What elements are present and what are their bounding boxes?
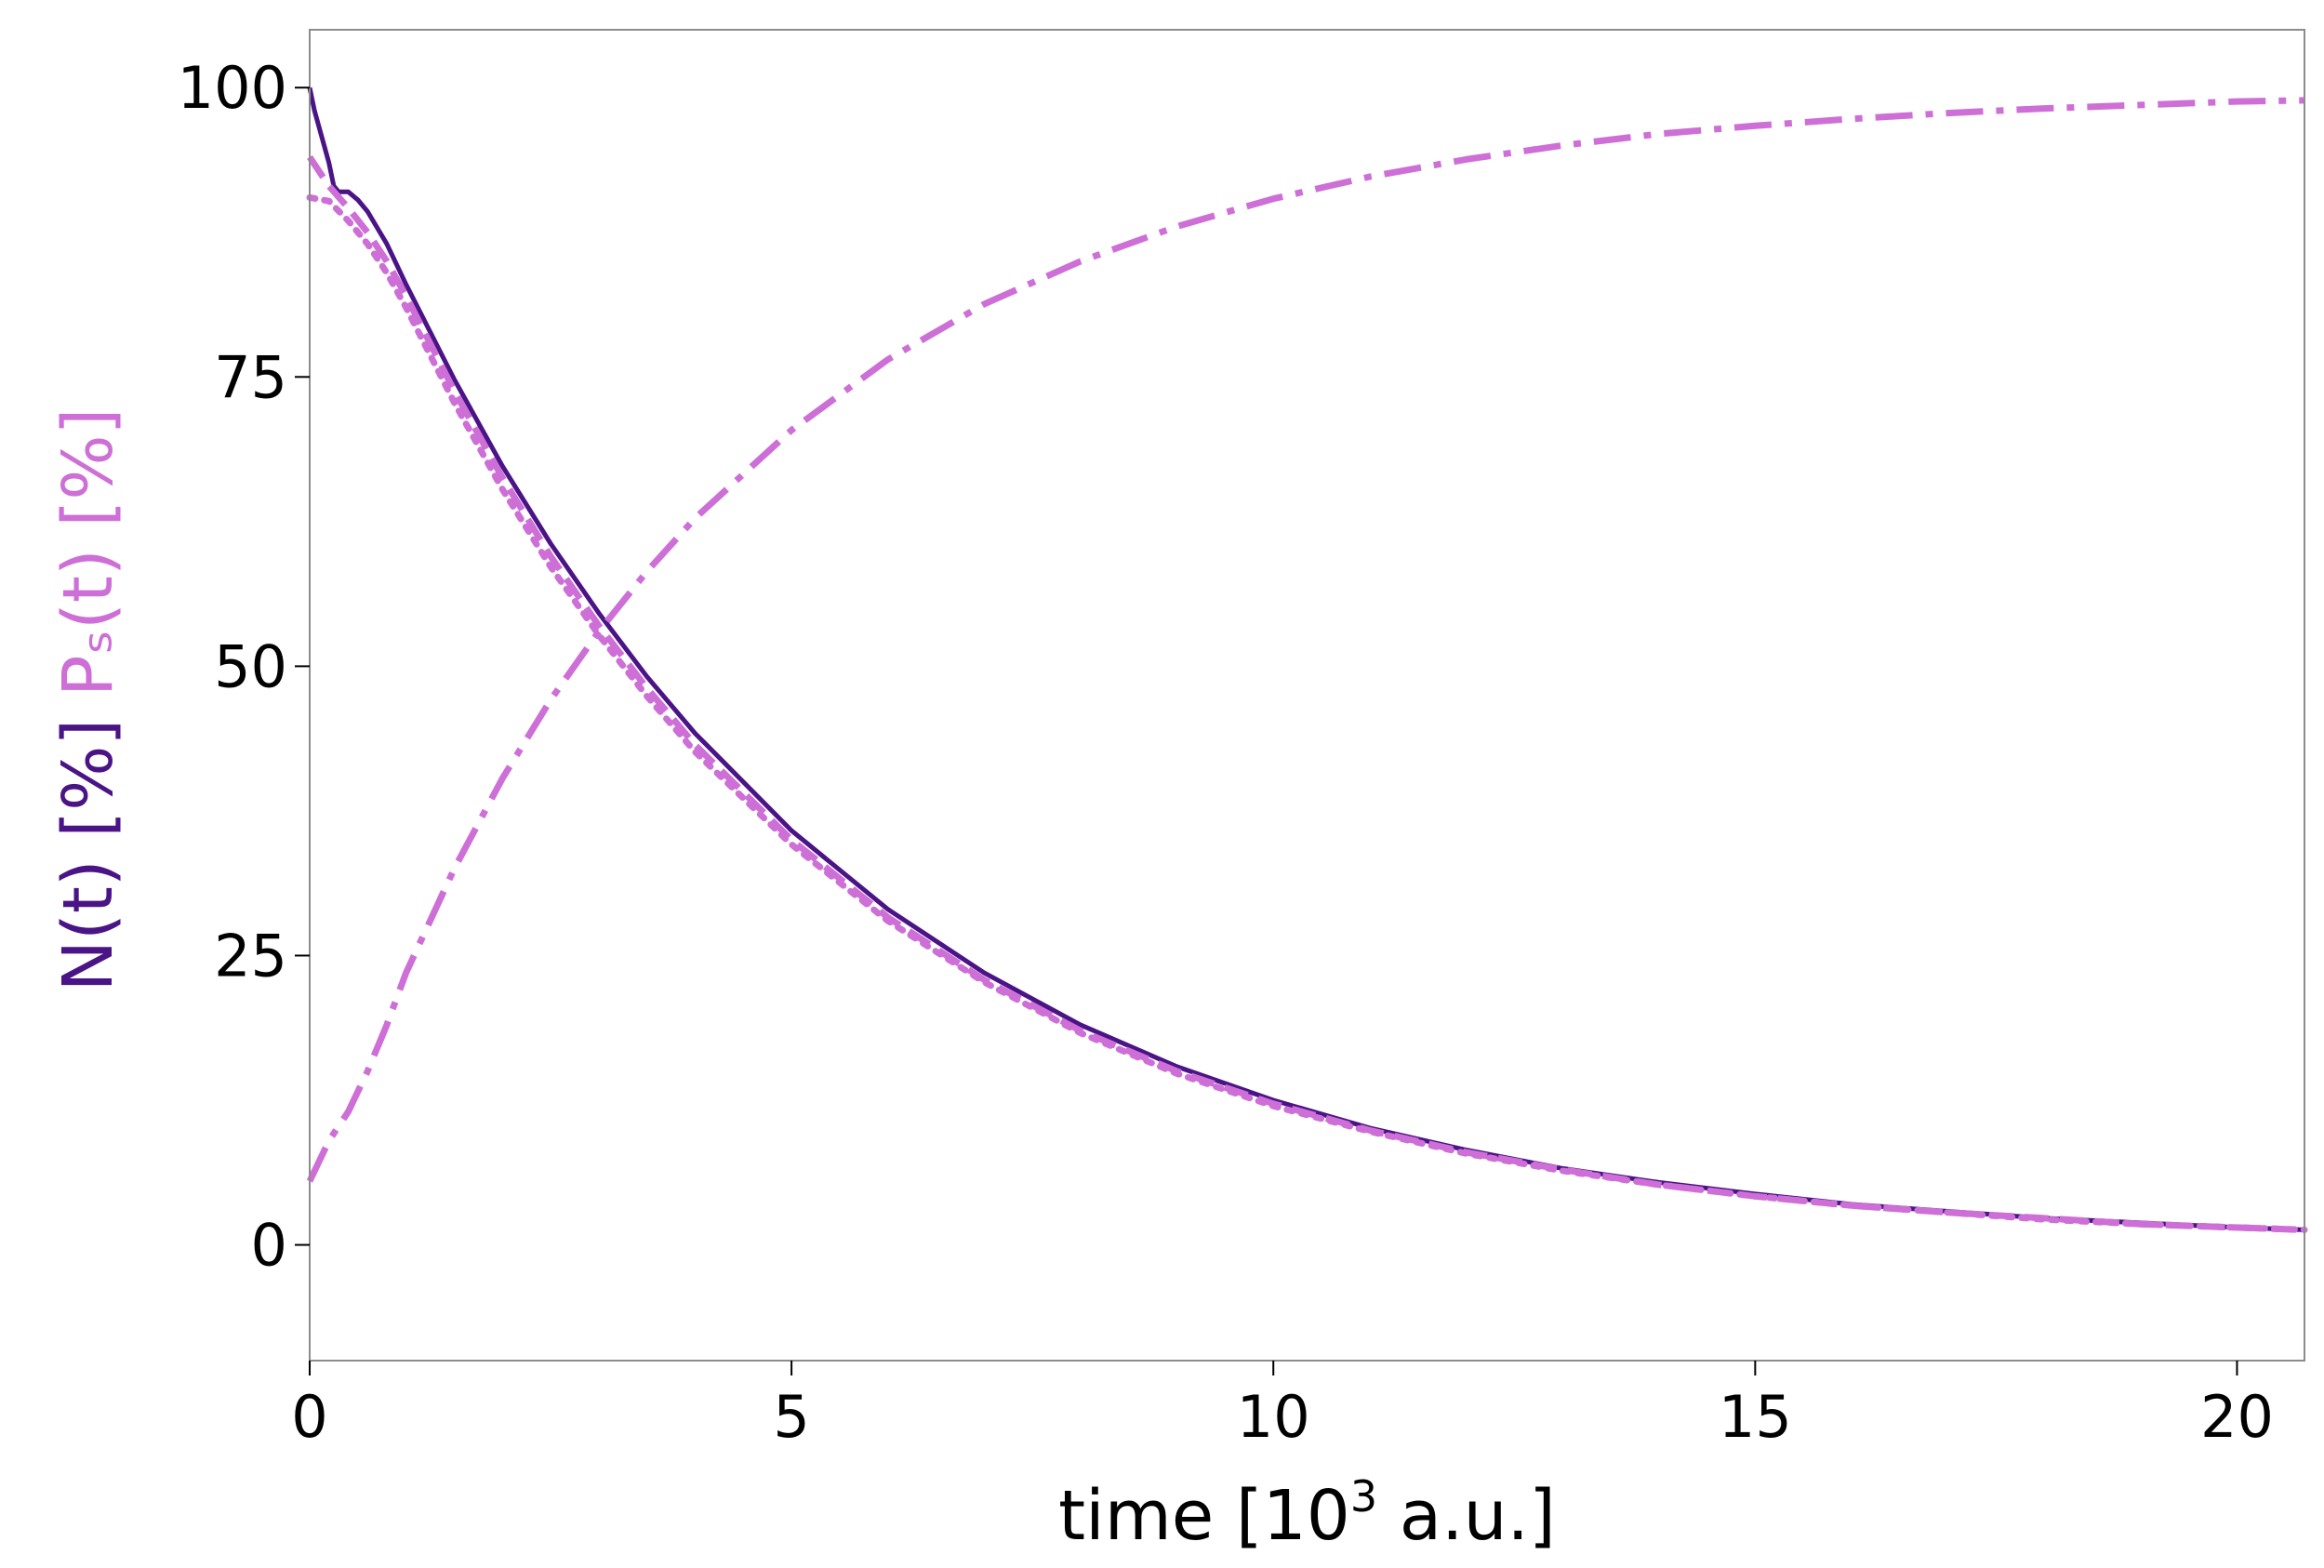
y-tick-label: 100 — [178, 54, 287, 122]
y-tick-label: 0 — [251, 1212, 287, 1280]
y-tick-label: 25 — [214, 922, 287, 990]
y-axis-label: N(t) [%] Pₛ(t) [%] — [48, 408, 128, 992]
y-tick-label: 50 — [214, 632, 287, 700]
x-axis-label-prefix: time [10 — [1058, 1476, 1350, 1556]
x-tick-label: 10 — [1237, 1383, 1310, 1451]
series-line-N_dotted — [306, 193, 2308, 1233]
plot-frame — [309, 29, 2305, 1362]
x-tick-label: 0 — [291, 1383, 327, 1451]
series-layer — [306, 86, 2308, 1233]
x-tick-label: 15 — [1719, 1383, 1792, 1451]
x-axis-label-sup: 3 — [1350, 1471, 1377, 1521]
ticks-layer: 0 5 10 15 20 0 25 50 75 100 — [178, 54, 2274, 1451]
series-line-N_dashed — [307, 154, 2305, 1233]
y-tick-label: 75 — [214, 343, 287, 411]
y-axis-label-n: N(t) [%] — [48, 719, 128, 992]
y-axis-label-p: Pₛ(t) [%] — [48, 408, 128, 698]
x-axis-label-suffix: a.u.] — [1377, 1476, 1556, 1556]
series-line-P_s — [306, 97, 2305, 1183]
x-tick-label: 20 — [2200, 1383, 2274, 1451]
x-axis-label: time [103 a.u.] — [1058, 1471, 1556, 1556]
x-tick-label: 5 — [773, 1383, 809, 1451]
